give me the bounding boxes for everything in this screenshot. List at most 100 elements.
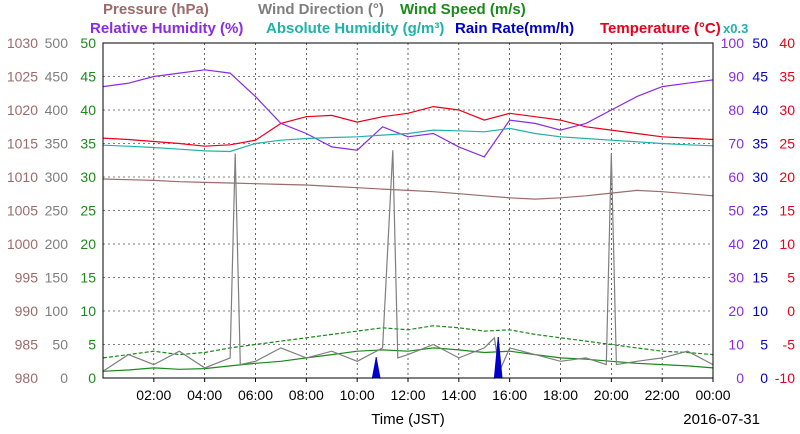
axis-tick-label: 25 xyxy=(752,203,768,219)
x-tick-label: 10:00 xyxy=(340,387,375,403)
axis-tick-label: 300 xyxy=(45,169,69,185)
axis-tick-label: 20 xyxy=(728,303,744,319)
axis-tick-label: 40 xyxy=(80,102,96,118)
axis-tick-label: 35 xyxy=(752,136,768,152)
axis-tick-label: 0 xyxy=(787,303,795,319)
left-axes: 1030102510201015101010051000995990985980… xyxy=(7,35,96,386)
axis-tick-label: 0 xyxy=(736,370,744,386)
x-axis: 02:00 04:00 06:00 08:00 10:00 12:00 14:00 16:00… xyxy=(136,378,731,403)
axis-tick-label: 35 xyxy=(779,69,795,85)
chart-date: 2016-07-31 xyxy=(683,411,760,428)
x-tick-label: 18:00 xyxy=(543,387,578,403)
data-point xyxy=(497,337,500,339)
axis-tick-label: 10 xyxy=(728,337,744,353)
x-tick-label: 14:00 xyxy=(441,387,476,403)
series-relative-humidity xyxy=(102,69,714,158)
axis-tick-label: 50 xyxy=(80,35,96,51)
axis-tick-label: 40 xyxy=(728,236,744,252)
axis-tick-label: 350 xyxy=(45,136,69,152)
axis-tick-label: 35 xyxy=(80,136,96,152)
axis-tick-label: 60 xyxy=(728,169,744,185)
axis-tick-label: 200 xyxy=(45,236,69,252)
x-axis-title: Time (JST) xyxy=(371,411,445,428)
x-tick-label: 20:00 xyxy=(594,387,629,403)
axis-tick-label: 30 xyxy=(779,102,795,118)
axis-tick-label: 40 xyxy=(752,102,768,118)
axis-tick-label: 40 xyxy=(779,35,795,51)
legend-label: Rain Rate(mm/h) xyxy=(455,20,574,37)
axis-tick-label: 30 xyxy=(752,169,768,185)
axis-tick-label: 25 xyxy=(80,203,96,219)
axis-tick-label: 50 xyxy=(752,35,768,51)
axis-tick-label: 5 xyxy=(787,270,795,286)
x-tick-label: 08:00 xyxy=(289,387,324,403)
axis-tick-label: 0 xyxy=(88,370,96,386)
axis-tick-label: 1000 xyxy=(7,236,38,252)
axis-tick-label: 500 xyxy=(45,35,69,51)
axis-tick-label: 1010 xyxy=(7,169,38,185)
axis-tick-label: 10 xyxy=(80,303,96,319)
x-tick-label: 02:00 xyxy=(136,387,171,403)
axis-tick-label: 985 xyxy=(15,337,39,353)
axis-tick-label: 70 xyxy=(728,136,744,152)
series-temperature-c xyxy=(102,105,714,147)
axis-tick-label: -5 xyxy=(783,337,796,353)
axis-tick-label: 150 xyxy=(45,270,69,286)
axis-tick-label: 5 xyxy=(760,337,768,353)
x-tick-label: 04:00 xyxy=(187,387,222,403)
axis-tick-label: 20 xyxy=(80,236,96,252)
axis-tick-label: 15 xyxy=(752,270,768,286)
axis-tick-label: 20 xyxy=(779,169,795,185)
legend-label: Wind Speed (m/s) xyxy=(400,1,526,18)
axis-tick-label: 1015 xyxy=(7,136,38,152)
axis-tick-label: 20 xyxy=(752,236,768,252)
axis-tick-label: -10 xyxy=(775,370,795,386)
axis-tick-label: 100 xyxy=(721,35,745,51)
series-wind-speed-m-s xyxy=(102,347,714,372)
axis-tick-label: 990 xyxy=(15,303,39,319)
series-wind-direction xyxy=(102,150,714,374)
series-absolute-humidity-g-m xyxy=(102,127,714,153)
axis-tick-label: 450 xyxy=(45,69,69,85)
axis-tick-label: 980 xyxy=(15,370,39,386)
axis-tick-label: 15 xyxy=(779,203,795,219)
chart-legend: Pressure (hPa) Wind Direction (°) Wind Spe… xyxy=(90,1,748,37)
legend-label: Absolute Humidity (g/m³) xyxy=(266,20,444,37)
axis-tick-label: 995 xyxy=(15,270,39,286)
axis-tick-label: 50 xyxy=(52,337,68,353)
axis-tick-label: 45 xyxy=(752,69,768,85)
data-point xyxy=(375,357,378,359)
legend-label: Temperature (°C) xyxy=(600,20,721,37)
axis-tick-label: 250 xyxy=(45,203,69,219)
x-tick-label: 06:00 xyxy=(238,387,273,403)
axis-tick-label: 0 xyxy=(60,370,68,386)
axis-tick-label: 50 xyxy=(728,203,744,219)
axis-tick-label: 1005 xyxy=(7,203,38,219)
legend-label: Pressure (hPa) xyxy=(103,1,209,18)
x-tick-label: 12:00 xyxy=(390,387,425,403)
axis-tick-label: 90 xyxy=(728,69,744,85)
axis-tick-label: 80 xyxy=(728,102,744,118)
series-group xyxy=(102,69,714,379)
axis-tick-label: 0 xyxy=(760,370,768,386)
series-pressure-hpa xyxy=(102,178,714,200)
axis-tick-label: 100 xyxy=(45,303,69,319)
axis-tick-label: 15 xyxy=(80,270,96,286)
axis-tick-label: 1030 xyxy=(7,35,38,51)
x-tick-label: 22:00 xyxy=(645,387,680,403)
axis-tick-label: 5 xyxy=(88,337,96,353)
axis-tick-label: 1020 xyxy=(7,102,38,118)
grid-lines xyxy=(103,43,713,378)
axis-tick-label: 10 xyxy=(779,236,795,252)
legend-scale-note: x0.3 xyxy=(723,21,748,36)
legend-label: Relative Humidity (%) xyxy=(90,20,243,37)
right-axes: 1009080706050403020100504540353025201510… xyxy=(721,35,796,386)
axis-tick-label: 45 xyxy=(80,69,96,85)
axis-tick-label: 30 xyxy=(728,270,744,286)
series-wind-gust-m-s xyxy=(102,325,714,359)
x-tick-label: 00:00 xyxy=(695,387,730,403)
legend-label: Wind Direction (°) xyxy=(258,1,384,18)
axis-tick-label: 1025 xyxy=(7,69,38,85)
axis-tick-label: 30 xyxy=(80,169,96,185)
